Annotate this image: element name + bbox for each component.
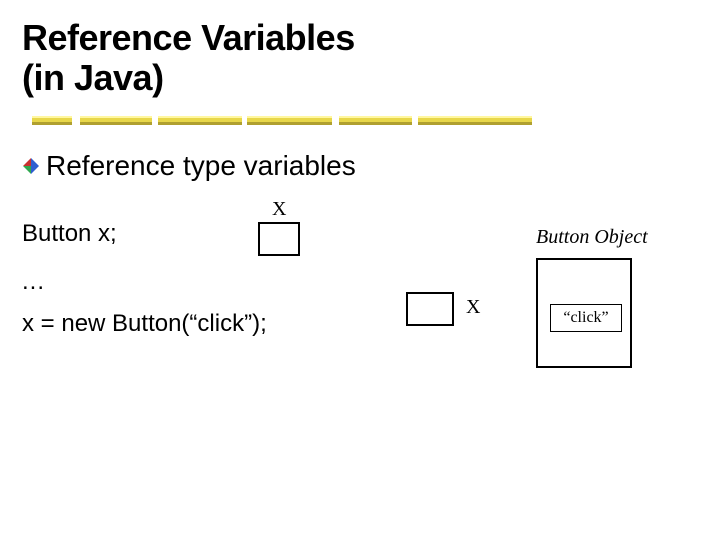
title-divider — [32, 112, 532, 128]
code-line-2: ... — [22, 268, 45, 296]
diagram-object-label: Button Object — [536, 226, 648, 249]
divider-highlight — [32, 116, 532, 118]
bullet-item: Reference type variables — [22, 150, 356, 182]
code-line-3: x = new Button(“click”); — [22, 310, 267, 338]
divider-shadow — [32, 122, 532, 125]
diagram-box-x1 — [258, 222, 300, 256]
diagram-object-box: “click” — [536, 258, 632, 368]
slide-title: Reference Variables (in Java) — [0, 0, 720, 97]
bullet-icon — [22, 157, 40, 175]
diagram-x-label-1: X — [272, 198, 286, 221]
code-line-1: Button x; — [22, 220, 117, 248]
title-line-2: (in Java) — [22, 58, 720, 98]
diagram-box-x2 — [406, 292, 454, 326]
diagram-inner-value: “click” — [550, 304, 622, 332]
diagram-x-label-2: X — [466, 296, 480, 319]
title-line-1: Reference Variables — [22, 18, 720, 58]
bullet-text: Reference type variables — [46, 150, 356, 182]
